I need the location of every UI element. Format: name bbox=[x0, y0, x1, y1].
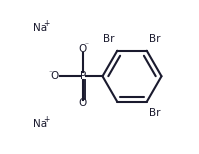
Text: O: O bbox=[79, 44, 87, 54]
Text: O: O bbox=[79, 98, 87, 108]
Text: O: O bbox=[50, 71, 58, 81]
Text: Br: Br bbox=[149, 34, 161, 44]
Text: P: P bbox=[80, 71, 86, 81]
Text: +: + bbox=[43, 115, 50, 124]
Text: Br: Br bbox=[149, 108, 161, 118]
Text: Br: Br bbox=[103, 34, 115, 44]
Text: ⁻: ⁻ bbox=[85, 41, 89, 50]
Text: +: + bbox=[43, 18, 50, 28]
Text: Na: Na bbox=[33, 119, 48, 129]
Text: Na: Na bbox=[33, 23, 48, 33]
Text: ⁻: ⁻ bbox=[48, 68, 52, 77]
